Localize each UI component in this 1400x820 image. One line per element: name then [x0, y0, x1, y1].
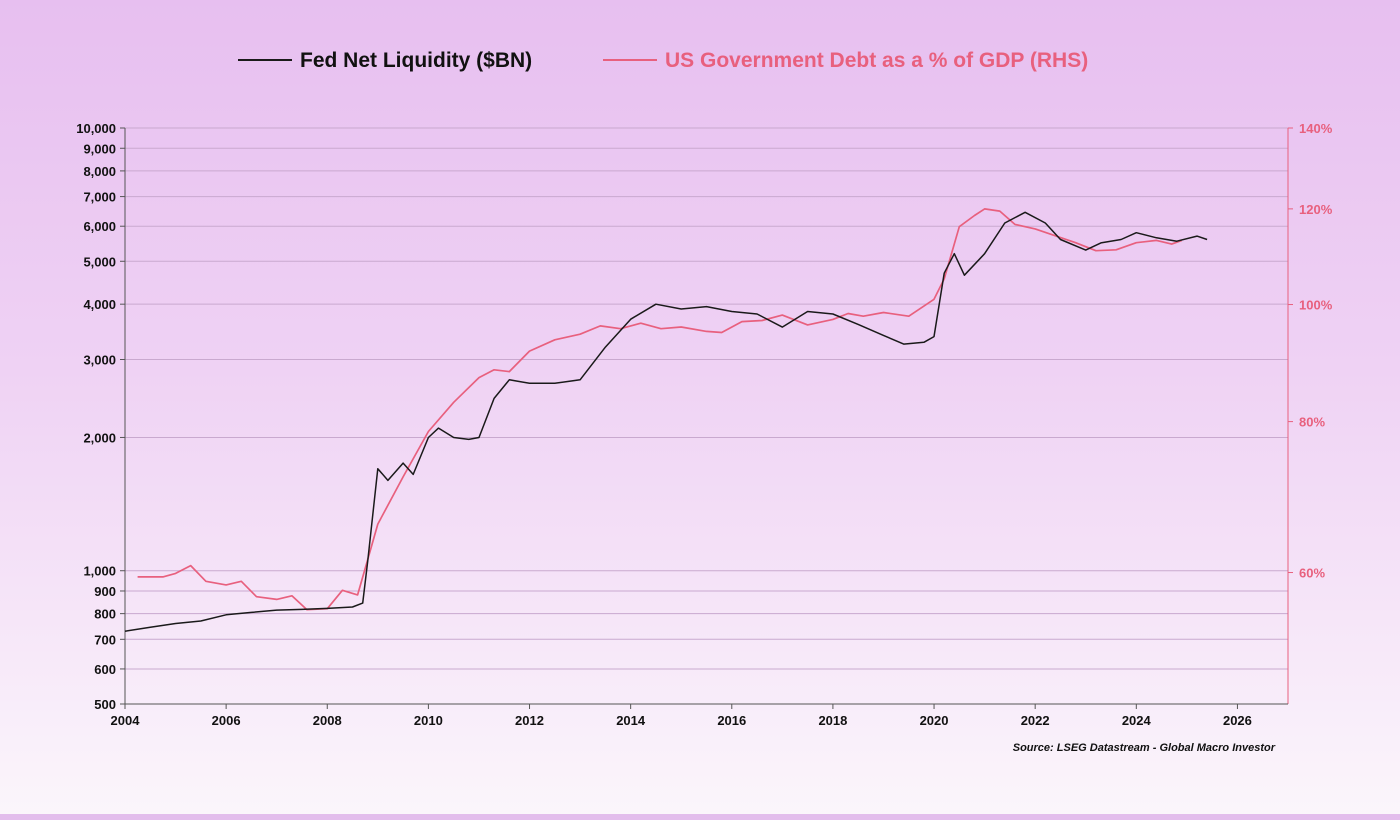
left-tick-label-4: 900: [94, 584, 116, 599]
x-tick-label-9: 2022: [1021, 713, 1050, 728]
x-tick-label-4: 2012: [515, 713, 544, 728]
legend-item-fed-liquidity: Fed Net Liquidity ($BN): [238, 49, 532, 72]
series-lines: [124, 208, 1208, 632]
left-tick-label-3: 800: [94, 607, 116, 622]
series-line-fed-liquidity: [124, 211, 1208, 632]
x-tick-label-7: 2018: [818, 713, 847, 728]
legend-label-debt-gdp: US Government Debt as a % of GDP (RHS): [665, 49, 1088, 72]
series-line-debt-gdp: [137, 208, 1183, 611]
right-tick-label-4: 140%: [1299, 121, 1333, 136]
left-tick-label-1: 600: [94, 662, 116, 677]
legend: Fed Net Liquidity ($BN) US Government De…: [238, 49, 1088, 72]
legend-label-fed-liquidity: Fed Net Liquidity ($BN): [300, 49, 532, 72]
source-note: Source: LSEG Datastream - Global Macro I…: [1013, 742, 1276, 754]
legend-item-debt-gdp: US Government Debt as a % of GDP (RHS): [603, 49, 1088, 72]
x-tick-label-3: 2010: [414, 713, 443, 728]
left-tick-label-14: 10,000: [76, 121, 116, 136]
right-tick-label-2: 100%: [1299, 298, 1333, 313]
x-tick-label-1: 2006: [212, 713, 241, 728]
right-tick-label-3: 120%: [1299, 202, 1333, 217]
left-tick-label-11: 7,000: [83, 190, 116, 205]
left-tick-label-5: 1,000: [83, 564, 116, 579]
axes: [124, 128, 1289, 705]
left-tick-label-0: 500: [94, 697, 116, 712]
x-tick-label-2: 2008: [313, 713, 342, 728]
x-tick-label-8: 2020: [920, 713, 949, 728]
left-tick-label-6: 2,000: [83, 430, 116, 445]
x-axis-ticks: 2004 2006 2008 2010 2012 2014 2016 2018 2020 2022…: [111, 704, 1252, 728]
x-tick-label-5: 2014: [616, 713, 646, 728]
left-tick-label-2: 700: [94, 632, 116, 647]
x-tick-label-11: 2026: [1223, 713, 1252, 728]
x-tick-label-10: 2024: [1122, 713, 1152, 728]
left-tick-label-13: 9,000: [83, 141, 116, 156]
right-axis-ticks: 60% 80% 100% 120% 140%: [1288, 121, 1333, 581]
right-tick-label-1: 80%: [1299, 415, 1325, 430]
x-tick-label-6: 2016: [717, 713, 746, 728]
left-tick-label-7: 3,000: [83, 352, 116, 367]
left-tick-label-8: 4,000: [83, 297, 116, 312]
left-tick-label-9: 5,000: [83, 254, 116, 269]
right-tick-label-0: 60%: [1299, 566, 1325, 581]
left-axis-ticks: 500 600 700 800 900 1,000 2,000 3,000 4,000 5,000…: [76, 121, 125, 712]
gridlines: [125, 127, 1288, 705]
bottom-rule: [0, 814, 1400, 820]
left-tick-label-10: 6,000: [83, 219, 116, 234]
x-tick-label-0: 2004: [111, 713, 141, 728]
left-tick-label-12: 8,000: [83, 164, 116, 179]
